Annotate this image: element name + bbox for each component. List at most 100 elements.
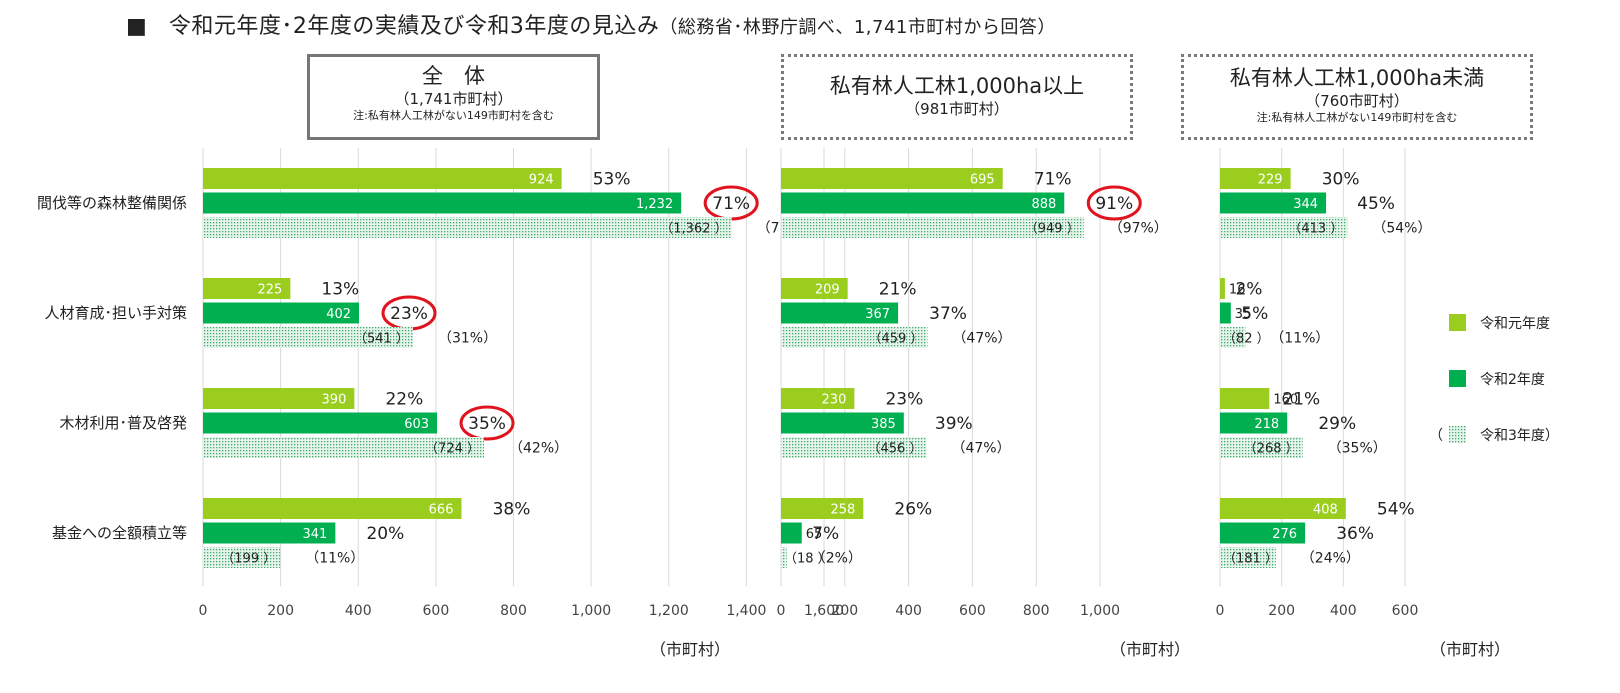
bar-value-label: 160 <box>1273 393 1298 408</box>
bar-value-label: （268 ） <box>1244 442 1299 457</box>
bar-r2 <box>1220 302 1231 324</box>
bar-r3 <box>781 217 1084 238</box>
bar-value-label: 666 <box>429 503 454 518</box>
panel-title-over: 私有林人工林1,000ha以上 <box>829 74 1085 98</box>
bar-r1 <box>203 388 355 409</box>
percent-label: （47%） <box>952 331 1011 347</box>
bar-r3 <box>203 327 413 348</box>
percent-label: 36% <box>1336 524 1374 544</box>
bar-value-label: （949 ） <box>1025 222 1080 237</box>
x-tick-label: 600 <box>1392 603 1419 619</box>
x-tick-label: 1,200 <box>649 603 689 619</box>
bar-r1 <box>781 388 855 409</box>
percent-label: 54% <box>1377 500 1415 520</box>
category-label: 人材育成･担い手対策 <box>44 304 187 322</box>
bar-value-label: 229 <box>1258 173 1283 188</box>
legend-open-paren: （ <box>1429 428 1443 444</box>
percent-label: 71% <box>712 194 750 214</box>
percent-label: （47%） <box>951 441 1010 457</box>
bar-value-label: 924 <box>529 173 554 188</box>
x-tick-label: 200 <box>1268 603 1295 619</box>
bar-r2 <box>1220 522 1306 544</box>
bar-r2 <box>781 412 904 434</box>
category-label: 木材利用･普及啓発 <box>59 414 187 432</box>
bar-r2 <box>203 192 682 214</box>
percent-label: 21% <box>1282 390 1320 410</box>
bar-r1 <box>781 498 864 519</box>
legend-swatch-r3 <box>1449 426 1466 443</box>
title-subtitle: （総務省･林野庁調べ、1,741市町村から回答） <box>659 17 1056 38</box>
percent-label: 22% <box>385 390 423 410</box>
percent-label: （2%） <box>812 551 862 567</box>
bar-value-label: 276 <box>1272 527 1297 542</box>
bar-value-label: （199 ） <box>221 552 276 567</box>
bar-r3 <box>1220 547 1276 568</box>
bar-r3 <box>781 547 787 568</box>
bar-r2 <box>781 302 899 324</box>
panel-sub-under: （760市町村） <box>1305 92 1409 110</box>
bar-r1 <box>1220 498 1346 519</box>
bar-r3 <box>203 437 485 458</box>
percent-label: 23% <box>390 304 428 324</box>
x-tick-label: 800 <box>500 603 527 619</box>
bar-value-label: 344 <box>1293 197 1318 212</box>
legend-swatch-r2 <box>1449 370 1466 387</box>
bar-value-label: （82 ） <box>1223 332 1270 347</box>
panel-header-under: 私有林人工林1,000ha未満 （760市町村） 注:私有林人工林がない149市… <box>1181 54 1533 140</box>
percent-label: 53% <box>593 170 631 190</box>
percent-label: 38% <box>493 500 531 520</box>
percent-label: （11%） <box>305 551 364 567</box>
percent-label: （11%） <box>1270 331 1329 347</box>
x-tick-label: 400 <box>1330 603 1357 619</box>
bar-r2 <box>1220 412 1288 434</box>
percent-label: （54%） <box>1372 221 1431 237</box>
x-axis-unit: （市町村） <box>1430 640 1510 659</box>
percent-label: 91% <box>1095 194 1133 214</box>
percent-label: （24%） <box>1301 551 1360 567</box>
percent-label: 20% <box>366 524 404 544</box>
x-tick-label: 0 <box>777 603 786 619</box>
bar-value-label: 225 <box>258 283 283 298</box>
x-tick-label: 1,400 <box>726 603 766 619</box>
panel-title-total: 全 体 <box>422 64 485 88</box>
bar-value-label: 209 <box>815 283 840 298</box>
bar-r2 <box>203 302 360 324</box>
legend-label: 令和3年度） <box>1480 428 1559 444</box>
percent-label: 35% <box>468 414 506 434</box>
legend-label: 令和2年度 <box>1480 372 1545 388</box>
percent-label: 71% <box>1034 170 1072 190</box>
bar-r2 <box>203 412 438 434</box>
x-tick-label: 200 <box>831 603 858 619</box>
panel-header-over: 私有林人工林1,000ha以上 （981市町村） <box>781 54 1133 140</box>
bar-r3 <box>1220 217 1348 238</box>
percent-label: 2% <box>1235 280 1262 300</box>
bar-value-label: （181 ） <box>1223 552 1278 567</box>
x-tick-label: 1,000 <box>1080 603 1120 619</box>
x-tick-label: 800 <box>1023 603 1050 619</box>
panel-note-under: 注:私有林人工林がない149市町村を含む <box>1256 111 1458 124</box>
percent-label: （42%） <box>509 441 568 457</box>
bar-r1 <box>781 278 848 299</box>
x-tick-label: 0 <box>199 603 208 619</box>
bar-value-label: 385 <box>871 417 896 432</box>
highlight-circle <box>459 405 515 441</box>
percent-label: 21% <box>879 280 917 300</box>
bar-value-label: （18 ） <box>784 552 831 567</box>
bar-value-label: 402 <box>326 307 351 322</box>
title-marker: ■ <box>126 14 148 39</box>
legend-swatch-r1 <box>1449 314 1466 331</box>
bar-r2 <box>781 522 802 544</box>
bar-r2 <box>1220 192 1327 214</box>
bar-r3 <box>1220 437 1303 458</box>
x-tick-label: 1,000 <box>571 603 611 619</box>
x-tick-label: 1,600 <box>804 603 844 619</box>
bar-r2 <box>781 192 1065 214</box>
bar-r1 <box>203 168 562 189</box>
x-axis-unit: （市町村） <box>650 640 730 659</box>
bar-r1 <box>1220 388 1270 409</box>
bar-value-label: 230 <box>822 393 847 408</box>
bar-value-label: 603 <box>404 417 429 432</box>
percent-label: 5% <box>1241 304 1268 324</box>
bar-value-label: （459 ） <box>868 332 923 347</box>
